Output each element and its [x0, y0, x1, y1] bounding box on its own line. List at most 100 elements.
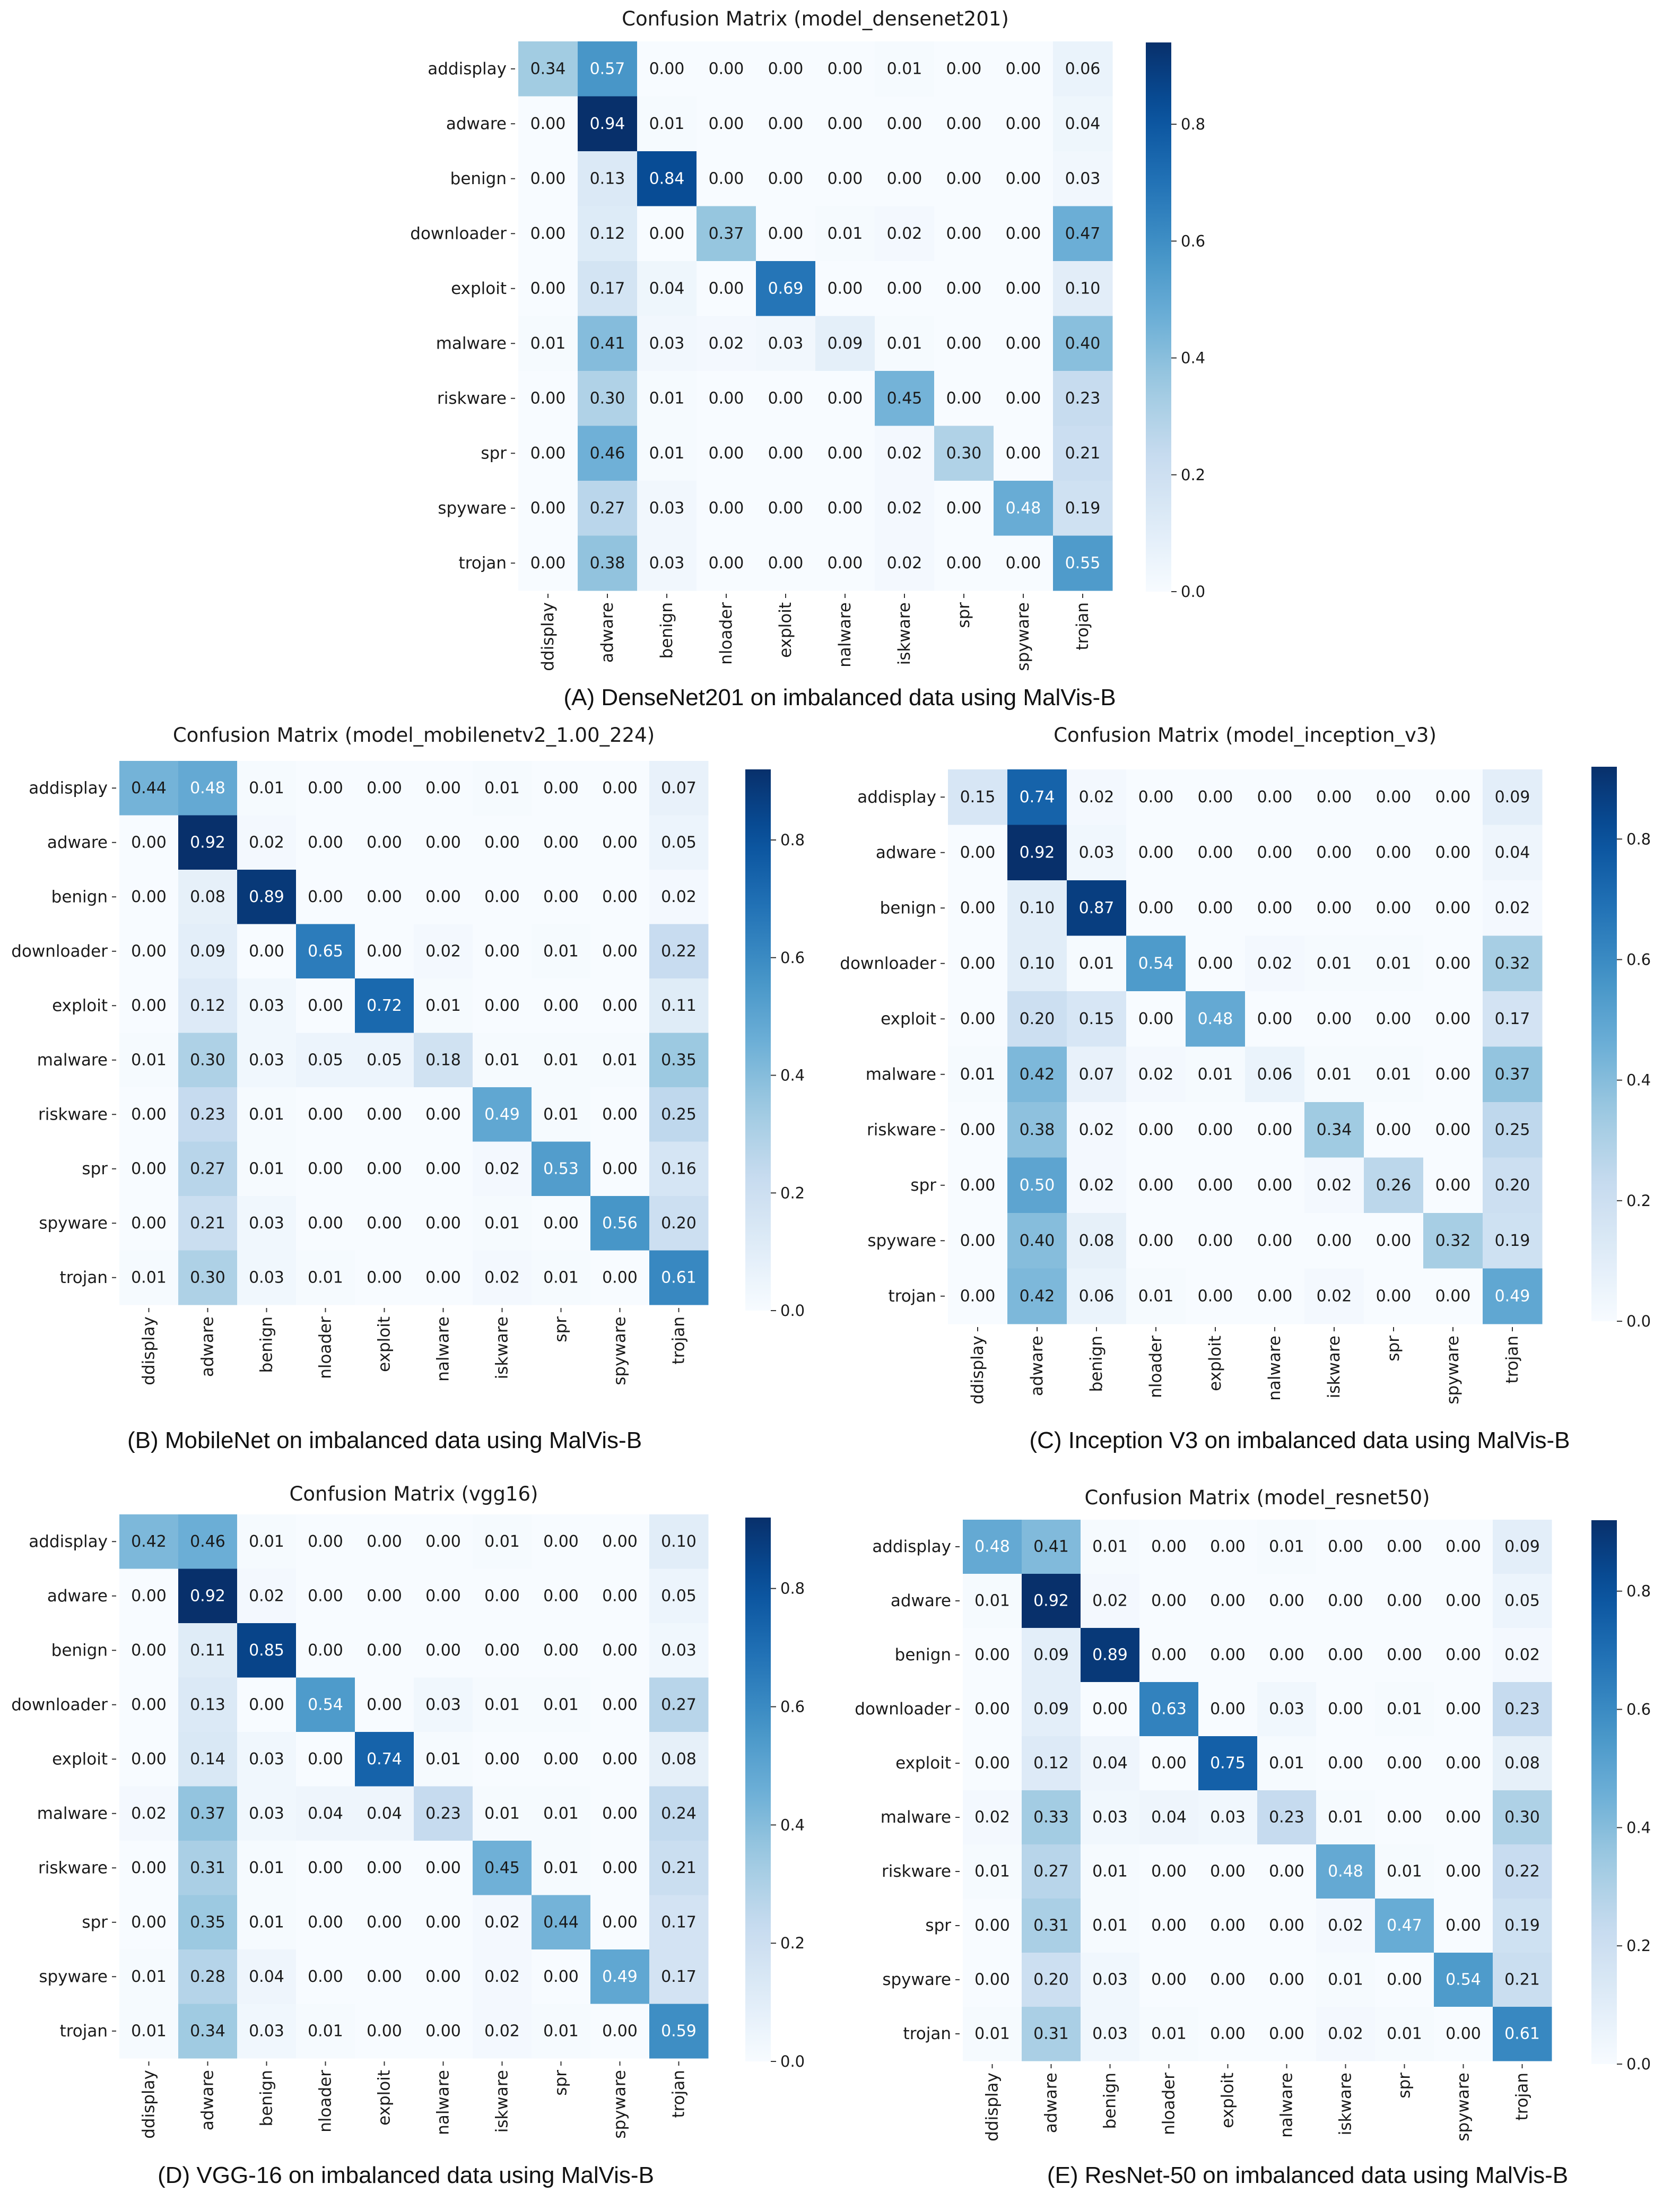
- heatmap-cell: [1139, 1736, 1199, 1791]
- cell-value-label: 0.00: [1376, 1010, 1412, 1028]
- heatmap-cell: [414, 1568, 473, 1624]
- cell-value-label: 0.01: [484, 1051, 520, 1069]
- col-tick-label: exploit: [1218, 2073, 1238, 2128]
- heatmap-cell: [815, 96, 875, 152]
- cell-value-label: 0.00: [1198, 1176, 1233, 1194]
- cell-value-label: 0.00: [308, 888, 343, 906]
- heatmap-cell: [414, 1732, 473, 1787]
- cell-value-label: 0.54: [1446, 1971, 1481, 1989]
- heatmap-cell: [355, 1196, 414, 1251]
- heatmap-cell: [756, 371, 816, 426]
- cell-value-label: 0.13: [590, 169, 625, 188]
- col-tick-label: ddisplay: [968, 1336, 987, 1405]
- heatmap-cell: [414, 1623, 473, 1678]
- cell-value-label: 0.10: [1020, 954, 1055, 973]
- heatmap-cell: [963, 1682, 1022, 1737]
- cell-value-label: 0.00: [1269, 1592, 1304, 1610]
- colorbar-tick-label: 0.4: [1181, 349, 1205, 367]
- heatmap-cell: [637, 316, 697, 371]
- heatmap-cell: [473, 1250, 532, 1305]
- heatmap-cell: [649, 870, 709, 924]
- heatmap-cell: [963, 1953, 1022, 2007]
- cell-value-label: 0.06: [1065, 59, 1101, 78]
- cell-value-label: 0.00: [1435, 954, 1471, 973]
- heatmap-cell: [355, 1568, 414, 1624]
- heatmap-cell: [296, 1841, 355, 1895]
- heatmap-cell: [1022, 1899, 1081, 1953]
- cell-value-label: 0.00: [308, 1913, 343, 1931]
- cell-value-label: 0.09: [1033, 1646, 1069, 1665]
- cell-value-label: 0.00: [960, 954, 996, 973]
- cell-value-label: 0.00: [974, 1700, 1010, 1719]
- heatmap-cell: [637, 41, 697, 97]
- cell-value-label: 0.00: [709, 59, 744, 78]
- heatmap-cell: [994, 96, 1054, 152]
- heatmap-cell: [590, 870, 650, 924]
- cell-value-label: 0.00: [367, 833, 402, 852]
- cell-value-label: 0.01: [308, 2022, 343, 2040]
- cell-value-label: 0.27: [590, 499, 625, 517]
- heatmap-cell: [1081, 1844, 1140, 1899]
- colorbar-tick-label: 0.0: [780, 2052, 805, 2070]
- cell-value-label: 0.05: [661, 833, 697, 852]
- cell-value-label: 0.00: [1257, 899, 1293, 917]
- heatmap-cell: [518, 481, 578, 536]
- heatmap-cell: [1245, 825, 1305, 881]
- cell-value-label: 0.37: [709, 224, 744, 243]
- heatmap-cell: [963, 2007, 1022, 2061]
- cell-value-label: 0.27: [661, 1695, 697, 1714]
- heatmap-cell: [119, 924, 179, 979]
- heatmap-cell: [590, 815, 650, 870]
- cell-value-label: 0.00: [1006, 115, 1041, 133]
- cell-value-label: 0.00: [709, 554, 744, 573]
- row-tick-label: riskware: [867, 1120, 936, 1139]
- cell-value-label: 0.42: [1020, 1065, 1055, 1084]
- heatmap-cell: [1304, 935, 1364, 992]
- heatmap-cell: [355, 1732, 414, 1787]
- heatmap-cell: [178, 1196, 238, 1251]
- cell-value-label: 0.00: [1257, 1287, 1293, 1305]
- cell-value-label: 0.00: [768, 59, 804, 78]
- cell-value-label: 0.00: [484, 1641, 520, 1660]
- heatmap-cell: [1053, 151, 1113, 206]
- cell-value-label: 0.02: [1138, 1065, 1174, 1084]
- cell-value-label: 0.19: [1504, 1917, 1540, 1935]
- cell-value-label: 0.00: [131, 1750, 167, 1769]
- heatmap-cell: [1053, 41, 1113, 97]
- cell-value-label: 0.00: [425, 1587, 461, 1605]
- heatmap-cell: [815, 481, 875, 536]
- cell-value-label: 0.03: [249, 2022, 284, 2040]
- heatmap-cell: [578, 426, 638, 481]
- heatmap-cell: [1139, 1790, 1199, 1845]
- cell-value-label: 0.00: [308, 1214, 343, 1233]
- cell-value-label: 0.00: [308, 1641, 343, 1660]
- col-tick-label: nloader: [1146, 1336, 1165, 1398]
- caption-mobilenet: (B) MobileNet on imbalanced data using M…: [127, 1427, 642, 1453]
- col-tick-label: ddisplay: [140, 1316, 159, 1385]
- heatmap-cell: [649, 1250, 709, 1305]
- cell-value-label: 0.85: [249, 1641, 284, 1660]
- cell-value-label: 0.00: [425, 1214, 461, 1233]
- heatmap-cell: [296, 815, 355, 870]
- col-tick-label: spr: [954, 602, 973, 628]
- heatmap-cell: [649, 2004, 709, 2059]
- col-tick-label: nloader: [717, 602, 736, 665]
- cell-value-label: 0.00: [543, 888, 579, 906]
- heatmap-cell: [1022, 1628, 1081, 1683]
- heatmap-cell: [1375, 1574, 1434, 1628]
- cell-value-label: 0.72: [367, 996, 402, 1015]
- cell-value-label: 0.00: [974, 1917, 1010, 1935]
- heatmap-cell: [1067, 1157, 1127, 1214]
- cell-value-label: 0.00: [367, 888, 402, 906]
- cell-value-label: 0.10: [1020, 899, 1055, 917]
- colorbar-tick-label: 0.4: [780, 1816, 805, 1834]
- cell-value-label: 0.00: [131, 833, 167, 852]
- heatmap-cell: [1245, 1102, 1305, 1158]
- cell-value-label: 0.00: [1435, 1010, 1471, 1028]
- heatmap-cell: [1304, 880, 1364, 936]
- heatmap-cell: [756, 151, 816, 206]
- chart-title: Confusion Matrix (model_inception_v3): [1054, 724, 1437, 747]
- cell-value-label: 0.00: [602, 1641, 638, 1660]
- heatmap-cell: [963, 1574, 1022, 1628]
- cell-value-label: 0.00: [425, 779, 461, 798]
